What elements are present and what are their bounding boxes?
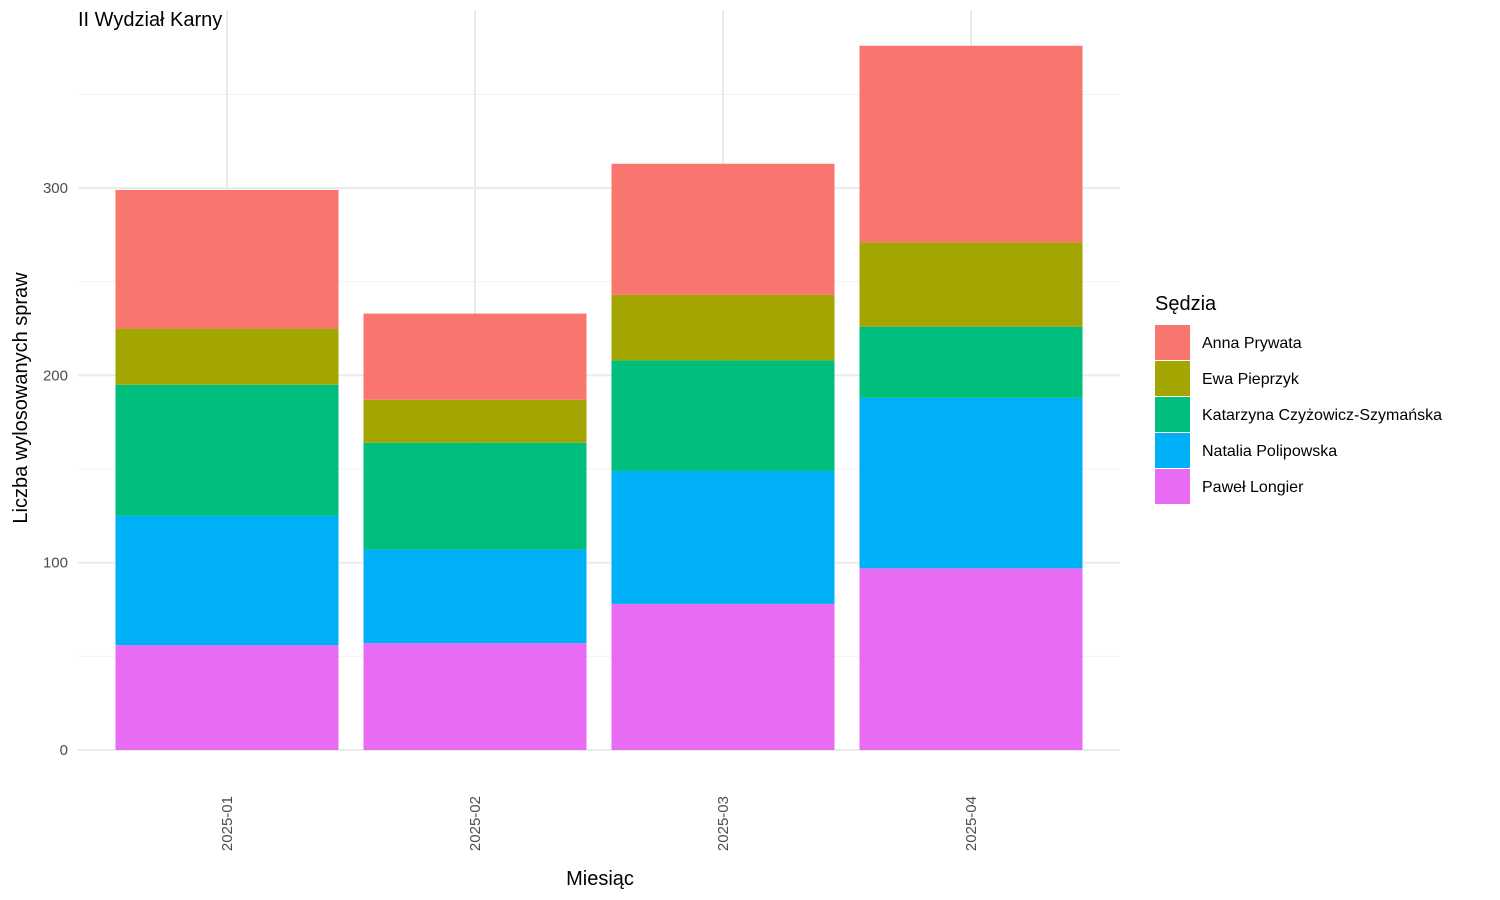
legend-label: Katarzyna Czyżowicz-Szymańska xyxy=(1202,407,1442,424)
bar-segment xyxy=(115,645,339,750)
bar-segment xyxy=(115,328,339,385)
x-tick-label: 2025-01 xyxy=(219,796,236,851)
legend-swatch xyxy=(1155,361,1190,396)
legend-label: Paweł Longier xyxy=(1202,479,1304,496)
x-axis-label: Miesiąc xyxy=(566,868,634,890)
y-tick-label: 100 xyxy=(43,555,68,572)
bar-segment xyxy=(363,549,587,644)
legend-label: Natalia Polipowska xyxy=(1202,443,1337,460)
bar-segment xyxy=(859,568,1083,750)
bar-segment xyxy=(859,397,1083,569)
legend-swatch xyxy=(1155,469,1190,504)
y-tick-label: 200 xyxy=(43,367,68,384)
y-axis-label: Liczba wylosowanych spraw xyxy=(10,272,32,524)
bar-segment xyxy=(115,515,339,646)
bar-segment xyxy=(859,45,1083,243)
bar-segment xyxy=(611,603,835,750)
bar-segment xyxy=(363,313,587,400)
bar-segment xyxy=(363,399,587,443)
x-axis-ticks: 2025-01 2025-02 2025-03 2025-04 xyxy=(219,796,980,851)
bar-segment xyxy=(115,189,339,329)
bar-segment xyxy=(115,384,339,516)
legend-swatch xyxy=(1155,433,1190,468)
legend-label: Ewa Pieprzyk xyxy=(1202,371,1300,388)
legend-label: Anna Prywata xyxy=(1202,335,1302,352)
bar-segment xyxy=(859,242,1083,327)
bar-segment xyxy=(611,294,835,361)
x-tick-label: 2025-02 xyxy=(467,796,484,851)
x-tick-label: 2025-04 xyxy=(963,796,980,851)
legend: Sędzia Anna Prywata Ewa Pieprzyk Katarzyna… xyxy=(1155,293,1442,504)
y-axis-ticks: 0 100 200 300 xyxy=(43,180,68,759)
bar-segment xyxy=(363,643,587,750)
bar-segment xyxy=(611,360,835,471)
bar-segment xyxy=(611,470,835,604)
legend-title: Sędzia xyxy=(1155,293,1217,315)
x-tick-label: 2025-03 xyxy=(715,796,732,851)
legend-swatch xyxy=(1155,325,1190,360)
y-tick-label: 300 xyxy=(43,180,68,197)
bar-segment xyxy=(611,163,835,295)
chart-title: II Wydział Karny xyxy=(78,9,222,31)
bar-segment xyxy=(363,442,587,550)
bars xyxy=(115,45,1083,750)
y-tick-label: 0 xyxy=(60,742,68,759)
bar-segment xyxy=(859,326,1083,398)
legend-swatch xyxy=(1155,397,1190,432)
